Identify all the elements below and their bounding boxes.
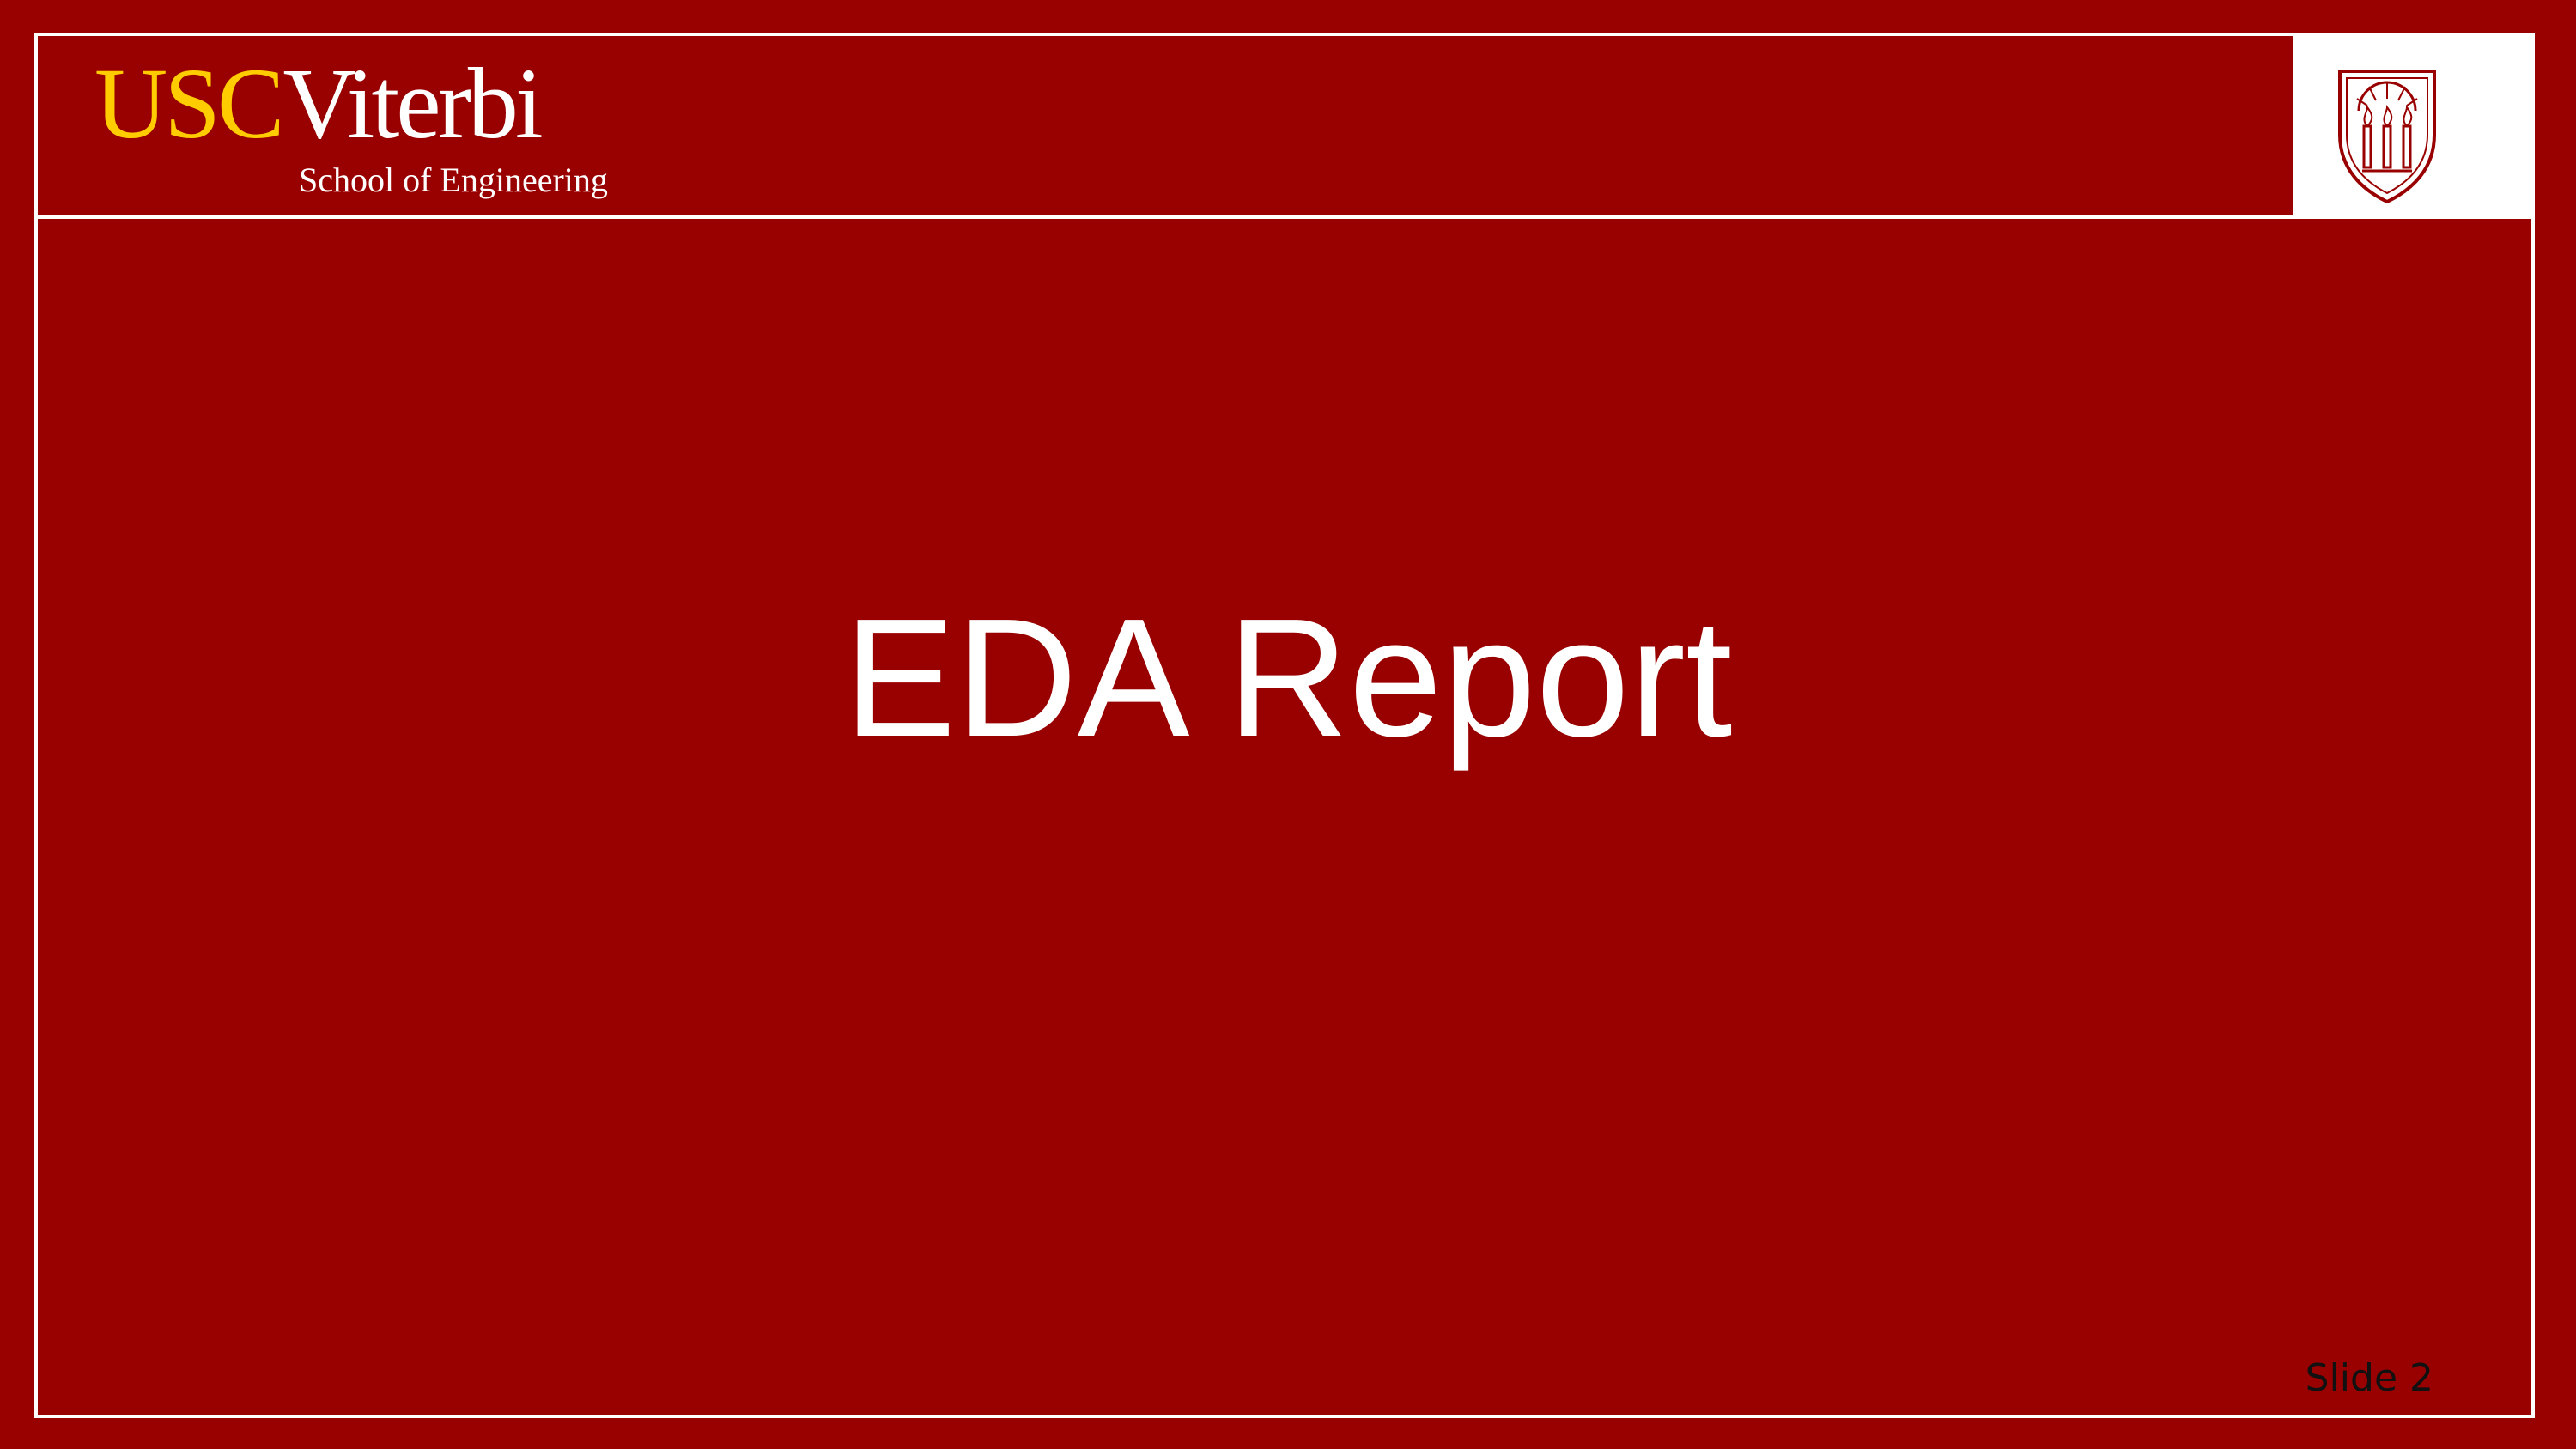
slide-number: Slide 2: [2305, 1356, 2433, 1400]
logo-usc-text: USC: [94, 47, 285, 160]
logo-wordmark: USCViterbi: [94, 53, 544, 155]
logo-viterbi-text: Viterbi: [283, 47, 544, 160]
usc-seal-icon: [2338, 70, 2436, 204]
header-divider: [34, 215, 2535, 219]
usc-viterbi-logo: USCViterbi School of Engineering: [94, 53, 608, 208]
slide-title: EDA Report: [843, 584, 1733, 772]
logo-subtitle: School of Engineering: [299, 161, 608, 199]
slide-border: [34, 33, 2535, 1418]
seal-panel: [2293, 36, 2531, 219]
